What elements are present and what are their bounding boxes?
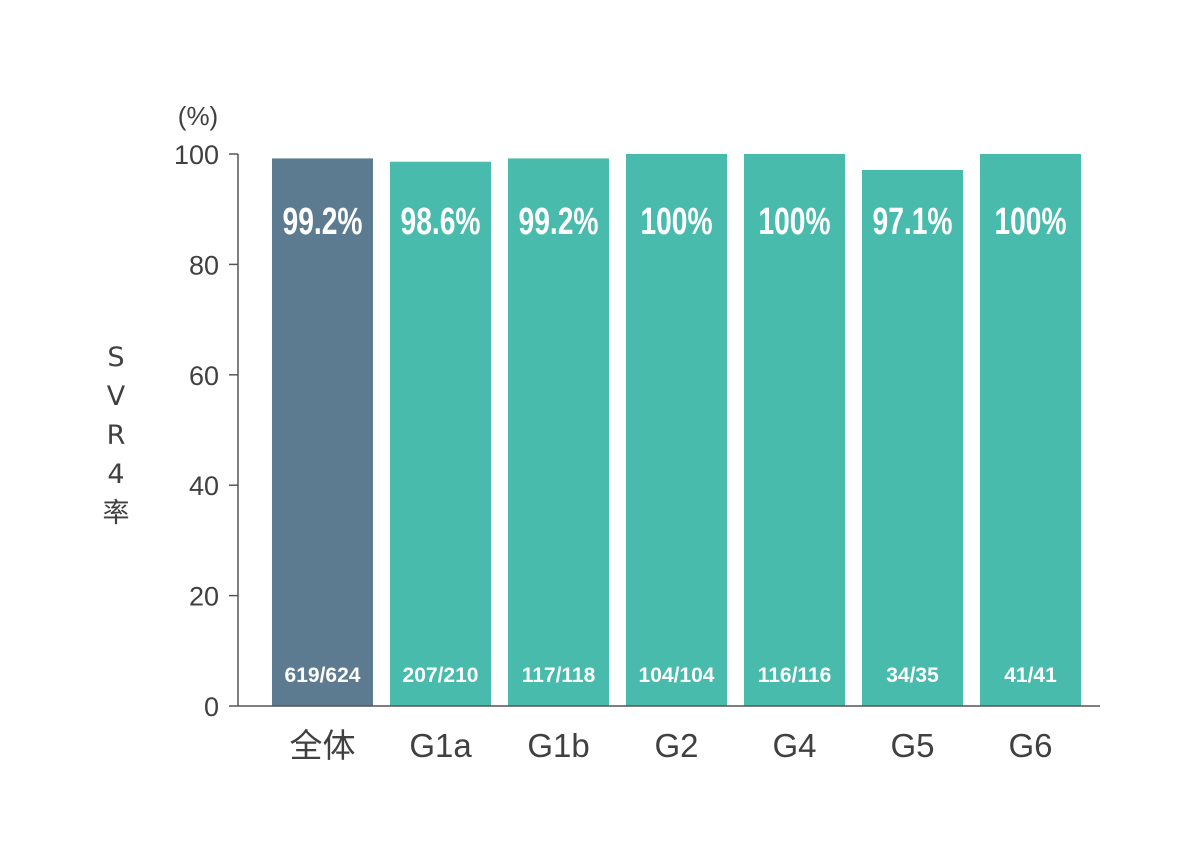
x-category-label: G6: [1008, 727, 1052, 764]
bar-G6: [980, 154, 1081, 706]
bar-G1a: [390, 161, 491, 706]
x-category-label: G5: [890, 727, 934, 764]
y-axis-title-char: 率: [103, 498, 130, 529]
x-axis-category-labels: 全体 G1a G1b G2 G4 G5 G6: [290, 727, 1053, 764]
y-axis-title-char: S: [107, 342, 124, 373]
y-axis-title-char: V: [107, 381, 126, 412]
x-category-label: G1b: [527, 727, 589, 764]
y-tick-label: 80: [189, 250, 219, 280]
x-category-label: G2: [654, 727, 698, 764]
bar-value-label: 100%: [759, 201, 831, 243]
bar-value-label: 100%: [641, 201, 713, 243]
bar-全体: [272, 158, 373, 706]
y-axis-title-char: 4: [107, 459, 124, 490]
y-tick-label: 0: [204, 692, 219, 722]
bar-G5: [862, 170, 963, 706]
y-axis-title-char: R: [107, 420, 126, 451]
x-category-label: 全体: [290, 727, 356, 764]
bar-value-label: 99.2%: [519, 201, 599, 243]
bar-count-label: 104/104: [639, 664, 715, 687]
y-axis-unit: (%): [178, 101, 218, 131]
bar-count-label: 619/624: [285, 664, 361, 687]
bar-count-label: 41/41: [1004, 664, 1057, 687]
y-tick-label: 60: [189, 361, 219, 391]
bar-G4: [744, 154, 845, 706]
y-axis-title: SVR 4 率: [103, 342, 130, 529]
bar-value-label: 100%: [995, 201, 1067, 243]
y-axis-ticks: 0 20 40 60 80 100: [174, 140, 238, 722]
bar-count-label: 207/210: [403, 664, 479, 687]
y-tick-label: 20: [189, 582, 219, 612]
bar-count-label: 116/116: [758, 664, 832, 687]
x-category-label: G1a: [409, 727, 472, 764]
bar-count-label: 34/35: [886, 664, 939, 687]
y-tick-label: 40: [189, 471, 219, 501]
bar-G1b: [508, 158, 609, 706]
y-tick-label: 100: [174, 140, 219, 170]
bar-value-label: 97.1%: [873, 201, 953, 243]
bar-G2: [626, 154, 727, 706]
bar-count-label: 117/118: [522, 664, 596, 687]
x-category-label: G4: [772, 727, 816, 764]
bar-value-label: 99.2%: [283, 201, 363, 243]
bar-value-label: 98.6%: [401, 201, 481, 243]
bars: 99.2% 619/624 98.6% 207/210 99.2% 117/118 100%…: [272, 154, 1081, 706]
